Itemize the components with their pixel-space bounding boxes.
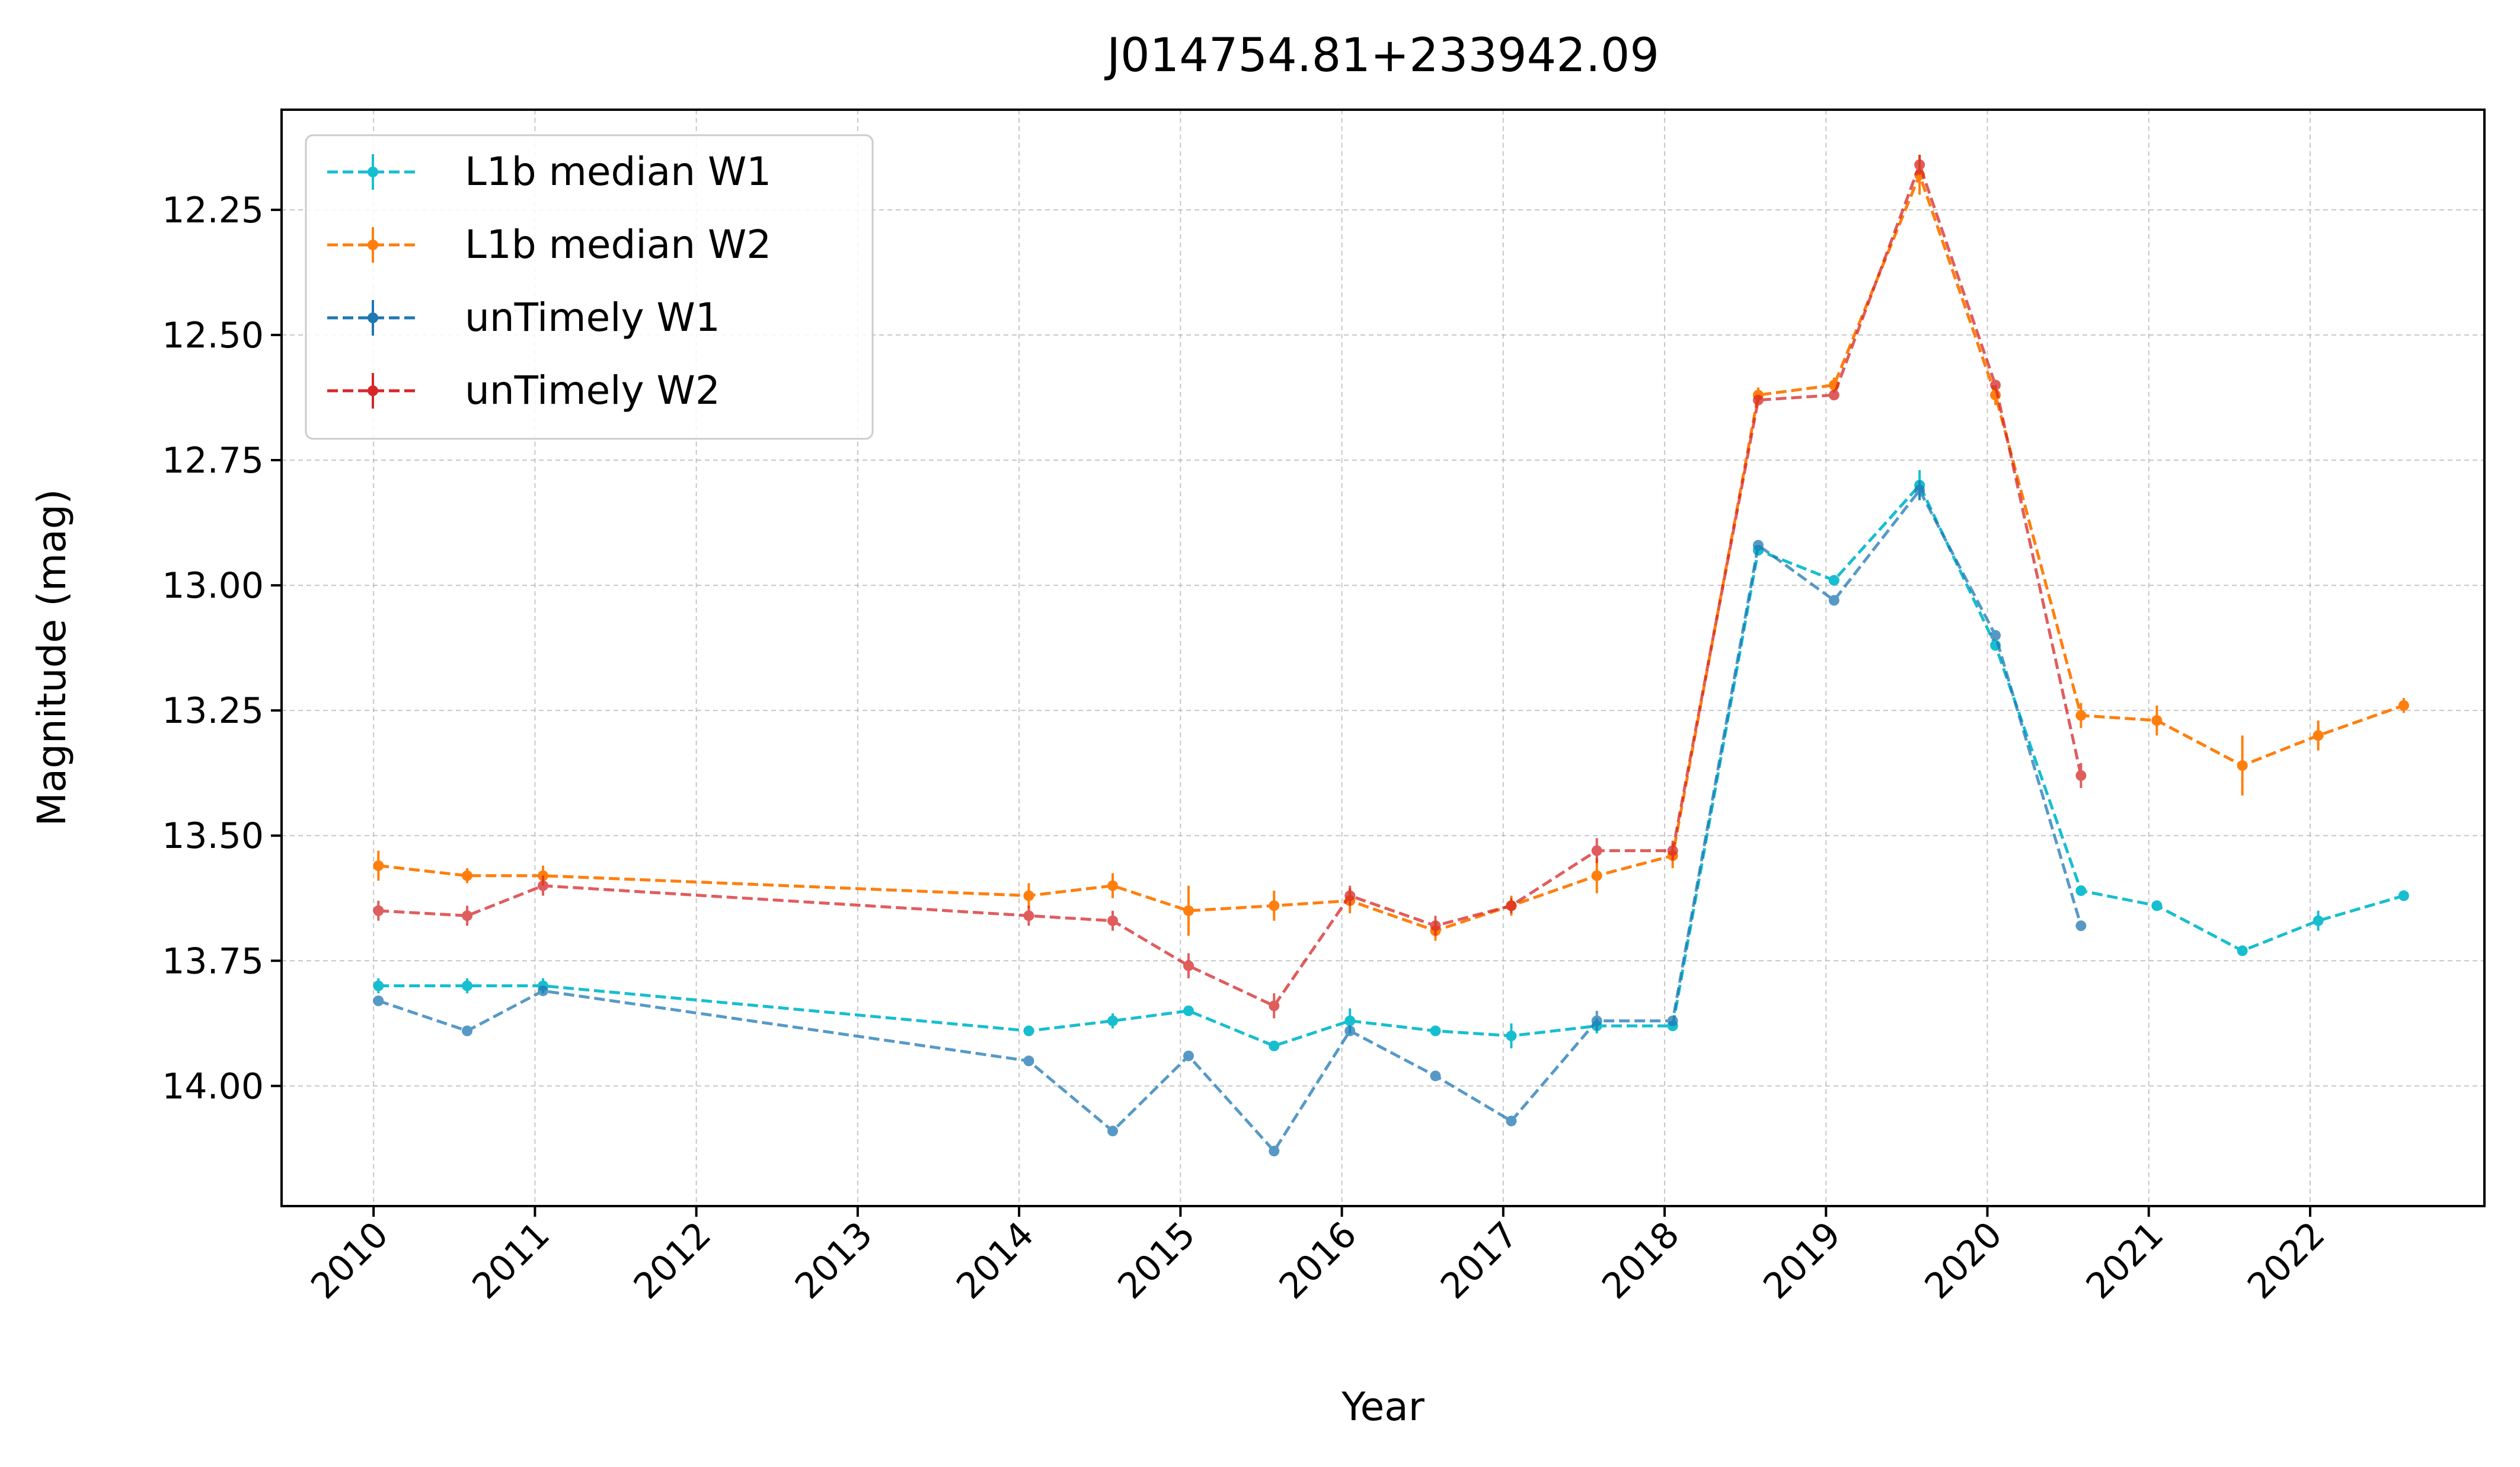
data-point bbox=[1430, 920, 1441, 932]
data-point bbox=[1344, 1025, 1356, 1037]
y-tick-label: 13.50 bbox=[162, 815, 264, 857]
chart-title: J014754.81+233942.09 bbox=[1104, 29, 1659, 82]
y-tick-label: 12.25 bbox=[162, 190, 264, 231]
plot-frame bbox=[280, 109, 2486, 1207]
data-point bbox=[1591, 870, 1602, 881]
y-tick-label: 12.75 bbox=[162, 440, 264, 481]
data-point bbox=[1269, 1040, 1280, 1051]
data-point bbox=[1506, 1030, 1517, 1041]
data-point bbox=[462, 910, 473, 921]
legend-box bbox=[305, 134, 874, 440]
data-point bbox=[2237, 945, 2248, 956]
legend-label: unTimely W1 bbox=[465, 295, 720, 340]
series-group bbox=[373, 154, 2087, 1019]
legend-marker bbox=[368, 312, 378, 323]
data-point bbox=[1990, 630, 2001, 641]
data-point bbox=[1591, 845, 1602, 856]
data-point bbox=[1506, 1115, 1517, 1127]
y-axis-label: Magnitude (mag) bbox=[29, 489, 75, 827]
data-point bbox=[1752, 540, 1764, 551]
plot-series bbox=[373, 154, 2409, 1157]
data-point bbox=[2313, 915, 2324, 926]
data-point bbox=[1269, 900, 1280, 911]
data-point bbox=[1430, 1070, 1441, 1082]
data-point bbox=[1344, 1015, 1356, 1026]
data-point bbox=[2151, 900, 2163, 911]
data-point bbox=[1107, 915, 1119, 926]
legend-marker bbox=[368, 240, 378, 250]
y-axis: 12.25 12.50 12.75 13.00 13.25 13.50 13.75 14.00 bbox=[162, 190, 282, 1107]
legend-entry: unTimely W2 bbox=[327, 368, 720, 413]
data-point bbox=[1183, 960, 1194, 971]
data-point bbox=[373, 905, 384, 916]
series-group bbox=[373, 480, 2087, 1157]
data-point bbox=[1107, 1125, 1119, 1137]
data-point bbox=[538, 985, 549, 996]
data-point bbox=[1183, 1005, 1194, 1016]
data-point bbox=[2398, 890, 2409, 901]
data-point bbox=[2075, 885, 2087, 897]
legend: L1b median W1 L1b median W2 unTimely W1 unT… bbox=[305, 134, 874, 440]
data-point bbox=[1752, 394, 1764, 406]
data-point bbox=[2237, 760, 2248, 771]
data-point bbox=[462, 870, 473, 881]
data-point bbox=[2398, 700, 2409, 711]
data-point bbox=[1828, 575, 1839, 586]
data-point bbox=[1183, 1050, 1194, 1061]
legend-entry: L1b median W2 bbox=[327, 222, 771, 267]
y-tick-label: 14.00 bbox=[162, 1066, 264, 1107]
data-point bbox=[2313, 730, 2324, 741]
y-tick-label: 13.75 bbox=[162, 940, 264, 982]
data-point bbox=[462, 1025, 473, 1037]
legend-entry: unTimely W1 bbox=[327, 295, 720, 340]
data-point bbox=[1269, 1146, 1280, 1157]
y-tick-label: 13.00 bbox=[162, 565, 264, 607]
data-point bbox=[1914, 159, 1925, 170]
data-point bbox=[1183, 905, 1194, 916]
data-point bbox=[538, 880, 549, 891]
legend-label: unTimely W2 bbox=[465, 368, 720, 413]
legend-label: L1b median W1 bbox=[465, 149, 771, 194]
data-point bbox=[462, 980, 473, 991]
y-tick-label: 12.50 bbox=[162, 315, 264, 356]
data-point bbox=[1828, 390, 1839, 401]
data-point bbox=[2075, 710, 2087, 721]
data-point bbox=[1430, 1025, 1441, 1037]
data-point bbox=[1023, 890, 1034, 901]
legend-marker bbox=[368, 167, 378, 177]
data-point bbox=[1023, 1025, 1034, 1037]
data-point bbox=[1269, 1000, 1280, 1012]
data-point bbox=[1107, 1015, 1119, 1026]
data-point bbox=[1667, 845, 1678, 856]
data-point bbox=[1828, 595, 1839, 606]
data-point bbox=[1591, 1015, 1602, 1026]
data-point bbox=[1344, 890, 1356, 901]
data-point bbox=[2075, 920, 2087, 932]
data-point bbox=[373, 980, 384, 991]
data-point bbox=[1914, 484, 1925, 496]
data-point bbox=[373, 860, 384, 871]
data-point bbox=[1023, 1055, 1034, 1067]
legend-entry: L1b median W1 bbox=[327, 149, 771, 194]
data-point bbox=[1023, 910, 1034, 921]
data-point bbox=[1667, 1015, 1678, 1026]
legend-label: L1b median W2 bbox=[465, 222, 771, 267]
data-point bbox=[2151, 715, 2163, 726]
y-tick-label: 13.25 bbox=[162, 690, 264, 732]
legend-marker bbox=[368, 385, 378, 396]
data-point bbox=[1107, 880, 1119, 891]
data-point bbox=[2075, 770, 2087, 781]
data-point bbox=[373, 995, 384, 1006]
data-point bbox=[1990, 379, 2001, 391]
data-point bbox=[1506, 900, 1517, 911]
x-axis-label: Year bbox=[1341, 1384, 1425, 1430]
